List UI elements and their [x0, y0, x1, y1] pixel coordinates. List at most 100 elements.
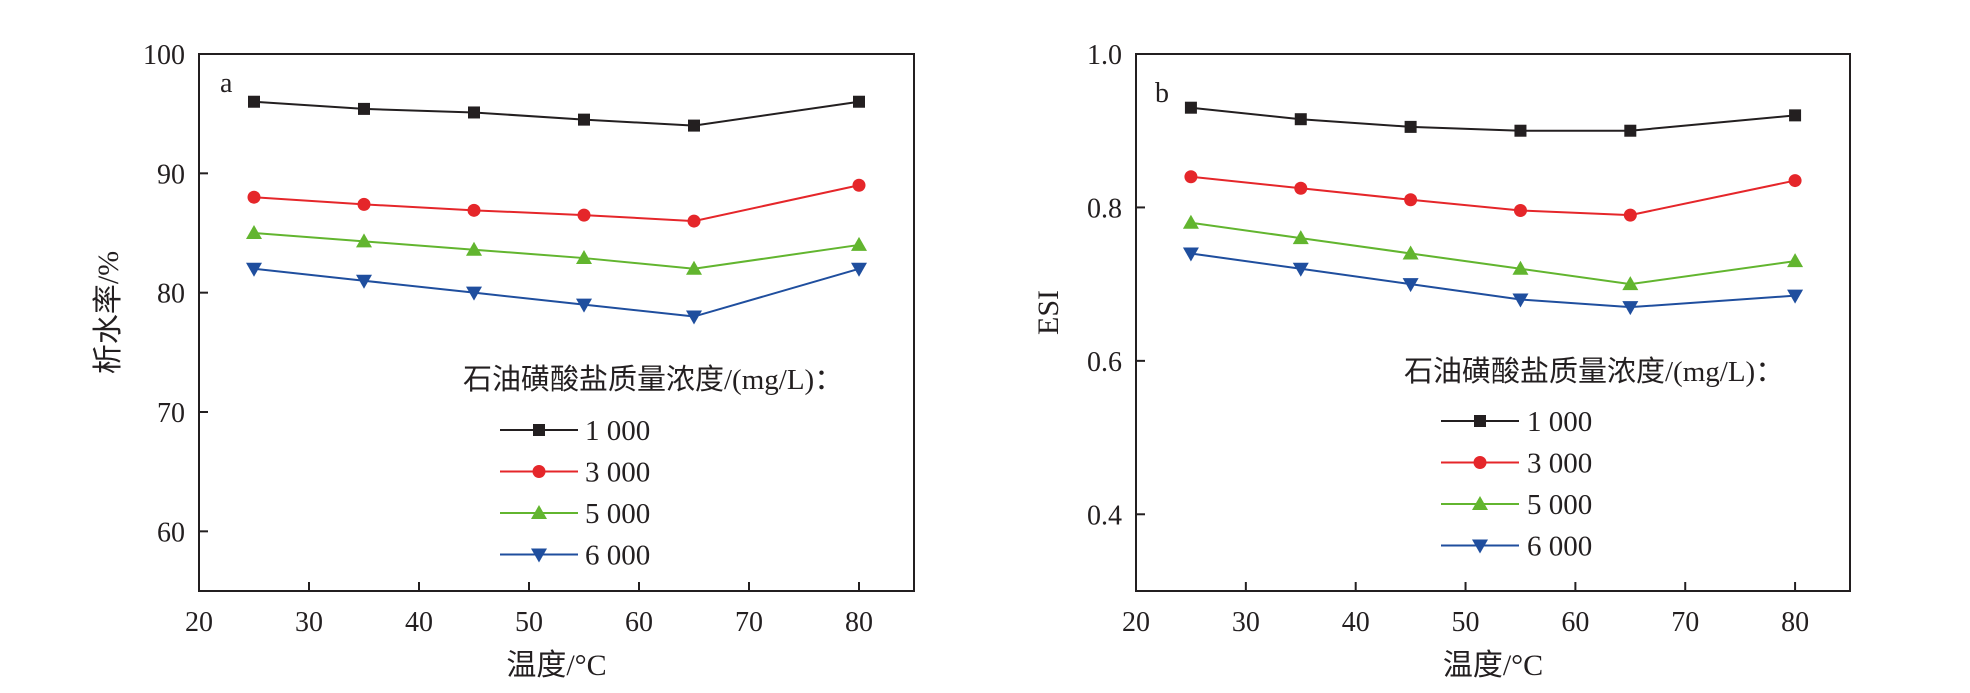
- legend-label: 6 000: [585, 540, 650, 572]
- series-0: [1184, 101, 1802, 137]
- legend-label: 3 000: [1527, 448, 1592, 480]
- series-line: [1190, 106, 1796, 132]
- x-axis-title: 温度/°C: [1443, 649, 1543, 682]
- data-point: [356, 274, 372, 289]
- data-point: [576, 298, 592, 313]
- series-0: [248, 95, 865, 132]
- x-tick-label: 20: [185, 607, 213, 638]
- x-tick-label: 20: [1122, 607, 1150, 638]
- legend-label: 1 000: [1527, 406, 1592, 438]
- y-axis-title: 析水率/%: [92, 251, 125, 374]
- legend-label: 5 000: [1527, 489, 1592, 521]
- data-point: [851, 262, 867, 277]
- data-point: [1512, 293, 1529, 308]
- legend-marker: [1474, 415, 1486, 427]
- data-point: [356, 233, 372, 248]
- data-point: [1512, 260, 1529, 275]
- legend-marker: [533, 424, 545, 436]
- data-point: [1182, 214, 1199, 229]
- data-point: [1624, 124, 1637, 137]
- x-tick-label: 60: [625, 607, 653, 638]
- series-1: [1184, 170, 1802, 222]
- x-tick-label: 40: [405, 607, 433, 638]
- y-tick-label: 100: [143, 40, 185, 71]
- data-point: [1294, 113, 1307, 126]
- legend-marker: [1472, 496, 1488, 510]
- data-point: [1622, 276, 1639, 291]
- x-axis-title: 温度/°C: [506, 649, 606, 682]
- legend-title: 石油磺酸盐质量浓度/(mg/L)：: [463, 363, 843, 396]
- legend-label: 5 000: [585, 498, 650, 530]
- legend-label: 6 000: [1527, 531, 1592, 563]
- data-point: [1623, 208, 1637, 222]
- data-point: [853, 95, 865, 108]
- x-tick-label: 70: [1671, 607, 1699, 638]
- x-tick-label: 80: [1781, 607, 1809, 638]
- y-tick-label: 0.6: [1087, 347, 1122, 378]
- plot-frame: [198, 53, 915, 592]
- y-tick-label: 0.4: [1087, 500, 1122, 531]
- data-point: [851, 236, 867, 251]
- data-point: [1294, 181, 1308, 195]
- y-tick-label: 90: [157, 159, 185, 190]
- series-1: [247, 178, 866, 228]
- data-point: [686, 310, 702, 325]
- data-point: [246, 262, 262, 277]
- x-tick-label: 40: [1342, 607, 1370, 638]
- series-line: [253, 267, 860, 318]
- data-point: [466, 241, 482, 256]
- x-tick-label: 80: [845, 607, 873, 638]
- data-point: [1622, 301, 1639, 316]
- x-tick-label: 30: [295, 607, 323, 638]
- series-line: [1190, 221, 1796, 286]
- data-point: [687, 214, 701, 228]
- series-line: [253, 100, 860, 127]
- data-point: [852, 178, 866, 192]
- legend-marker: [531, 548, 547, 563]
- data-point: [1182, 247, 1199, 262]
- legend-marker: [1472, 539, 1488, 554]
- y-axis-title: ESI: [1032, 290, 1065, 335]
- data-point: [358, 102, 370, 115]
- legend-marker: [532, 465, 546, 478]
- data-point: [1402, 245, 1419, 260]
- chart-panel-b: 20 30 40 50 60 70 80 0.4 0.6 0.8 1.0 温度/°C ESI b 石油磺酸盐…: [1032, 40, 1851, 682]
- legend: 石油磺酸盐质量浓度/(mg/L)： 1 000 3 000 5 000 6 000: [463, 363, 843, 572]
- data-point: [1789, 109, 1802, 122]
- data-point: [248, 95, 260, 108]
- data-point: [1292, 262, 1309, 277]
- panel-letter: a: [220, 68, 233, 99]
- x-tick-label: 70: [735, 607, 763, 638]
- data-point: [686, 260, 702, 275]
- data-point: [1184, 101, 1197, 114]
- series-3: [246, 262, 867, 325]
- data-point: [468, 106, 480, 119]
- series-2: [1182, 214, 1804, 291]
- data-point: [1404, 193, 1418, 207]
- data-point: [1787, 253, 1804, 268]
- plot-frame: [1135, 53, 1851, 592]
- legend-title: 石油磺酸盐质量浓度/(mg/L)：: [1404, 355, 1784, 388]
- data-point: [467, 203, 481, 217]
- series-2: [246, 225, 867, 275]
- x-tick-label: 60: [1561, 607, 1589, 638]
- data-point: [1402, 278, 1419, 293]
- legend-label: 3 000: [585, 457, 650, 489]
- data-point: [1788, 174, 1802, 188]
- data-point: [1184, 170, 1198, 184]
- panel-letter: b: [1155, 78, 1169, 109]
- data-point: [1513, 203, 1527, 217]
- data-point: [246, 225, 262, 239]
- y-tick-label: 1.0: [1087, 40, 1122, 71]
- data-point: [466, 286, 482, 301]
- y-tick-label: 80: [157, 279, 185, 310]
- x-tick-label: 30: [1232, 607, 1260, 638]
- legend: 石油磺酸盐质量浓度/(mg/L)： 1 000 3 000 5 000 6 000: [1404, 355, 1784, 563]
- x-tick-label: 50: [1452, 607, 1480, 638]
- data-point: [578, 113, 590, 126]
- series-line: [253, 232, 860, 270]
- chart-panel-a: 20 30 40 50 60 70 80 60 70 80 90 100 温度/°C 析水率/% a 石油磺酸…: [92, 40, 915, 682]
- legend-label: 1 000: [585, 415, 650, 447]
- y-tick-label: 60: [157, 517, 185, 548]
